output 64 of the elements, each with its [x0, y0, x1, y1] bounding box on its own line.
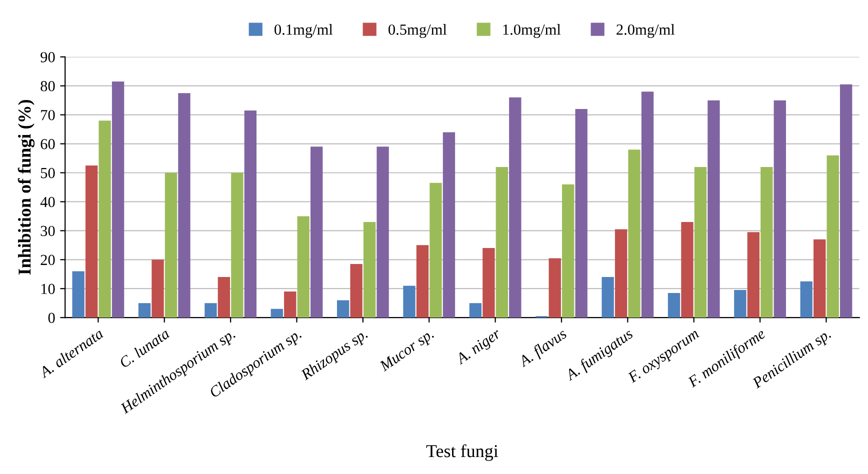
y-tick-label: 0: [48, 312, 55, 324]
bar: [760, 166, 773, 318]
bar: [310, 146, 323, 318]
bar: [430, 182, 442, 318]
bar: [496, 166, 508, 318]
bar: [376, 146, 389, 318]
y-tick-label: 70: [41, 110, 55, 120]
bar: [204, 303, 217, 318]
legend-label: 0.5mg/ml: [388, 24, 447, 38]
bar: [112, 82, 124, 318]
bar: [681, 222, 694, 318]
bar: [350, 264, 362, 318]
bar: [562, 184, 574, 318]
bar: [614, 229, 628, 318]
bar: [138, 303, 151, 318]
y-tick-label: 80: [40, 80, 55, 92]
bar: [164, 172, 178, 318]
bar: [602, 277, 614, 318]
legend-label: 0.1mg/ml: [274, 24, 333, 38]
bar: [336, 300, 350, 318]
bar: [641, 92, 654, 318]
bar: [270, 308, 283, 318]
bar: [442, 132, 456, 318]
bar: [231, 172, 244, 318]
bar: [244, 110, 257, 318]
y-tick-label: 30: [40, 226, 55, 236]
bar: [363, 222, 376, 318]
bar: [734, 290, 746, 318]
bar: [774, 100, 786, 318]
bar: [85, 166, 98, 318]
bar: [178, 93, 190, 318]
bar: [509, 97, 522, 318]
bar: [482, 248, 495, 318]
bar: [403, 286, 416, 318]
bar: [747, 232, 760, 318]
bar: [548, 258, 561, 318]
bar: [218, 277, 230, 318]
bar: [694, 166, 707, 318]
bar: [800, 281, 812, 318]
bar: [628, 150, 640, 318]
x-tick-label: A. niger: [454, 328, 504, 368]
y-tick-label: 40: [40, 196, 55, 208]
bar: [416, 245, 429, 318]
y-axis-title: Inhibition of fungi (%): [18, 100, 35, 275]
bar: [98, 120, 111, 318]
bar: [297, 216, 310, 318]
bar: [72, 271, 84, 318]
legend-label: 1.0mg/ml: [503, 24, 561, 38]
y-tick-label: 90: [40, 52, 55, 62]
bar: [708, 100, 720, 318]
bar: [575, 109, 588, 318]
y-tick-label: 10: [41, 284, 55, 294]
bar: [840, 84, 852, 318]
y-tick-label: 60: [40, 138, 55, 150]
y-tick-label: 20: [40, 254, 55, 266]
bar: [469, 303, 482, 318]
bar: [284, 292, 296, 318]
bar: [152, 260, 164, 318]
x-axis-title: Test fungi: [426, 444, 498, 461]
bar: [814, 239, 826, 318]
bar: [668, 292, 680, 318]
y-tick-label: 50: [40, 168, 55, 178]
bar: [826, 155, 839, 318]
legend-label: 2.0mg/ml: [616, 24, 675, 38]
